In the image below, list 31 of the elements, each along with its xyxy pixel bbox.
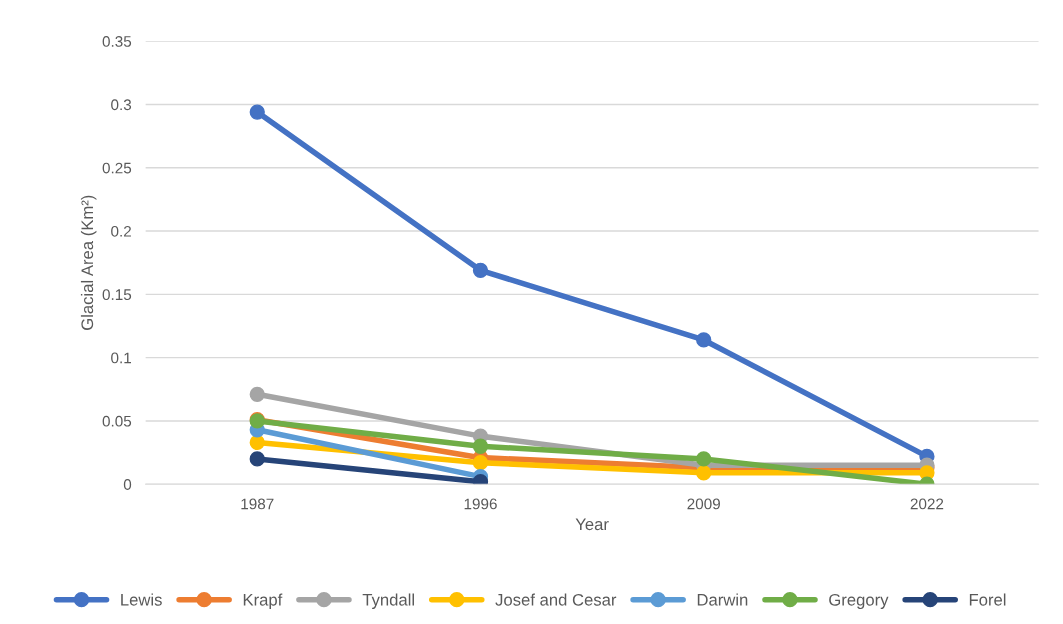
point: [472, 438, 489, 454]
point: [696, 332, 712, 348]
x-tick-label: 2009: [687, 498, 720, 510]
legend-label: Josef and Cesar: [495, 593, 617, 606]
point: [696, 451, 712, 467]
legend-label: Krapf: [243, 593, 283, 609]
x-axis-title: Year: [575, 518, 609, 531]
point: [249, 434, 265, 451]
legend-label: Forel: [969, 593, 1006, 606]
point: [249, 104, 265, 120]
point: [472, 262, 489, 278]
y-tick-label: 0.35: [102, 36, 132, 47]
x-tick-label: 2022: [910, 498, 944, 510]
point: [696, 465, 712, 481]
y-tick-label: 0.3: [111, 99, 132, 111]
point: [249, 451, 265, 467]
legend-label: Lewis: [121, 593, 162, 606]
point: [472, 455, 489, 471]
y-tick-label: 0.05: [102, 415, 132, 427]
x-tick-label: 1987: [241, 498, 274, 510]
y-axis-title: Glacial Area (Km²): [80, 195, 97, 330]
legend-label: Gregory: [829, 593, 889, 609]
legend-label: Tyndall: [362, 593, 414, 609]
point: [249, 386, 265, 402]
y-tick-label: 0.2: [111, 225, 131, 237]
legend-label: Darwin: [697, 593, 748, 606]
y-tick-label: 0.25: [102, 162, 132, 174]
y-tick-label: 0: [123, 479, 132, 490]
y-tick-label: 0.1: [111, 352, 131, 364]
y-tick-label: 0.15: [102, 289, 132, 301]
x-tick-label: 1996: [464, 498, 497, 510]
